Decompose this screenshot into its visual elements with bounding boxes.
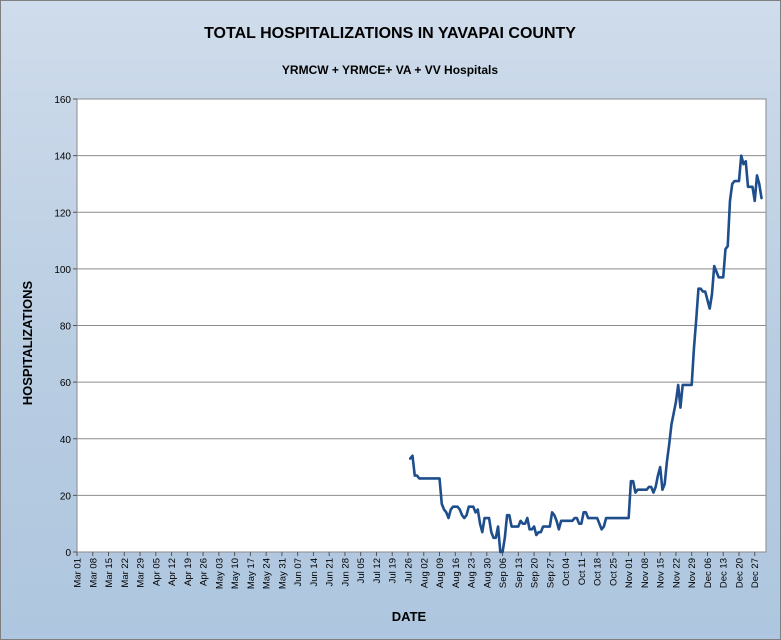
y-tick-label: 20 xyxy=(60,491,72,502)
x-tick-label: Aug 02 xyxy=(419,558,430,588)
x-tick-label: Dec 06 xyxy=(703,558,714,588)
x-tick-label: Aug 30 xyxy=(482,558,493,588)
x-tick-label: Aug 16 xyxy=(451,558,462,588)
x-tick-label: Sep 20 xyxy=(530,558,541,588)
x-tick-label: Mar 15 xyxy=(104,558,115,588)
x-tick-label: May 31 xyxy=(277,558,288,589)
x-tick-label: Apr 19 xyxy=(183,558,194,586)
x-tick-label: May 10 xyxy=(230,558,241,589)
y-tick-label: 40 xyxy=(60,435,72,446)
y-tick-label: 160 xyxy=(54,95,71,106)
x-tick-label: Jun 07 xyxy=(293,558,304,587)
x-tick-label: Apr 26 xyxy=(199,558,210,586)
x-tick-label: Sep 27 xyxy=(545,558,556,588)
x-tick-label: Jun 28 xyxy=(340,558,351,587)
x-tick-label: Mar 22 xyxy=(120,558,131,588)
x-tick-label: Apr 12 xyxy=(167,558,178,586)
series-group xyxy=(408,154,763,554)
x-axis-label: DATE xyxy=(392,609,427,624)
x-tick-label: Dec 13 xyxy=(719,558,730,588)
x-tick-label: Sep 13 xyxy=(514,558,525,588)
x-tick-label: Aug 23 xyxy=(467,558,478,588)
gridlines xyxy=(77,155,766,496)
y-tick-label: 120 xyxy=(54,208,71,219)
x-tick-label: Mar 01 xyxy=(73,558,84,588)
y-axis-label: HOSPITALIZATIONS xyxy=(20,280,35,405)
series-line xyxy=(408,154,763,554)
x-tick-label: Nov 08 xyxy=(640,558,651,588)
x-tick-label: Jul 12 xyxy=(372,558,383,583)
x-tick-label: May 03 xyxy=(214,558,225,589)
x-tick-label: Jun 21 xyxy=(325,558,336,587)
y-axis-ticks: 0 20 40 60 80 100 120 140 160 xyxy=(54,95,77,559)
x-tick-label: Aug 09 xyxy=(435,558,446,588)
x-tick-label: Jul 05 xyxy=(356,558,367,583)
x-tick-label: Dec 27 xyxy=(750,558,761,588)
chart-title: TOTAL HOSPITALIZATIONS IN YAVAPAI COUNTY xyxy=(204,25,576,42)
y-tick-label: 80 xyxy=(60,322,72,333)
x-tick-label: Mar 08 xyxy=(88,558,99,588)
x-tick-label: Nov 29 xyxy=(687,558,698,588)
x-tick-label: Jul 19 xyxy=(388,558,399,583)
x-tick-label: Sep 06 xyxy=(498,558,509,588)
chart-subtitle: YRMCW + YRMCE+ VA + VV Hospitals xyxy=(282,63,498,77)
x-tick-label: Jul 26 xyxy=(403,558,414,583)
x-tick-label: Nov 22 xyxy=(671,558,682,588)
x-tick-label: Dec 20 xyxy=(734,558,745,588)
x-tick-label: Nov 15 xyxy=(656,558,667,588)
y-tick-label: 60 xyxy=(60,378,72,389)
x-tick-label: May 17 xyxy=(246,558,257,589)
y-tick-label: 0 xyxy=(65,548,71,559)
y-tick-label: 140 xyxy=(54,152,71,163)
x-tick-label: Jun 14 xyxy=(309,558,320,587)
x-tick-label: Mar 29 xyxy=(136,558,147,588)
x-tick-label: May 24 xyxy=(262,558,273,589)
x-tick-label: Nov 01 xyxy=(624,558,635,588)
x-axis-ticks: Mar 01 Mar 08 Mar 15 Mar 22 Mar 29 Apr 05 Apr … xyxy=(73,552,761,589)
x-tick-label: Oct 18 xyxy=(593,558,604,586)
y-tick-label: 100 xyxy=(54,265,71,276)
x-tick-label: Oct 25 xyxy=(608,558,619,586)
x-tick-label: Oct 04 xyxy=(561,558,572,586)
x-tick-label: Apr 05 xyxy=(151,558,162,586)
x-tick-label: Oct 11 xyxy=(577,558,588,585)
